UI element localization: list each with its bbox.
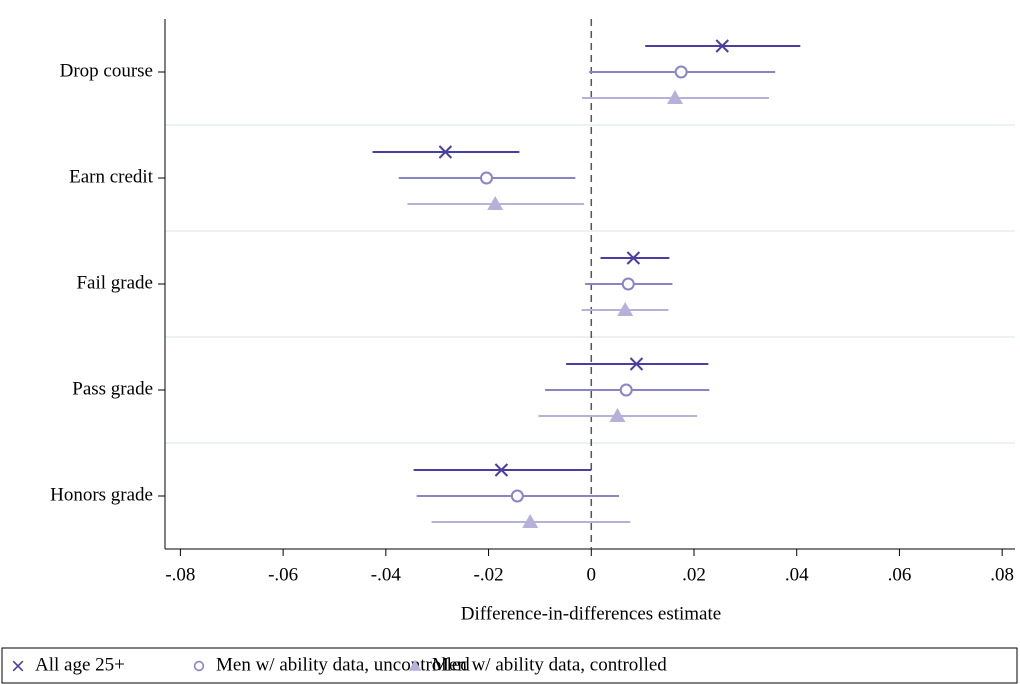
marker — [438, 145, 453, 159]
x-tick-label: -.02 — [474, 564, 504, 585]
x-tick-label: 0 — [587, 564, 597, 585]
legend-item: Men w/ ability data, controlled — [408, 654, 667, 675]
marker — [674, 65, 688, 79]
legend-label: Men w/ ability data, uncontrolled — [216, 654, 470, 675]
y-tick-label: Pass grade — [72, 378, 153, 399]
marker — [715, 39, 729, 53]
x-tick-label: -.06 — [268, 564, 298, 585]
x-tick-label: .04 — [785, 564, 809, 585]
marker — [522, 514, 539, 528]
legend-item: Men w/ ability data, uncontrolled — [193, 654, 470, 675]
legend-box — [1, 647, 1018, 684]
marker — [667, 90, 683, 104]
y-tick-label: Fail grade — [76, 272, 153, 293]
marker — [12, 660, 24, 672]
x-tick-label: -.04 — [371, 564, 402, 585]
marker — [408, 659, 422, 671]
marker — [494, 463, 509, 477]
marker — [617, 302, 634, 316]
marker — [629, 357, 644, 371]
x-axis-label: Difference-in-differences estimate — [461, 603, 721, 624]
y-tick-label: Drop course — [60, 60, 153, 81]
x-tick-label: -.08 — [165, 564, 195, 585]
legend-item: All age 25+ — [12, 654, 125, 675]
marker — [487, 196, 504, 210]
marker — [626, 251, 641, 265]
x-tick-label: .02 — [682, 564, 706, 585]
y-tick-label: Earn credit — [69, 166, 154, 187]
x-tick-label: .06 — [888, 564, 912, 585]
y-tick-label: Honors grade — [50, 484, 153, 505]
marker — [480, 171, 494, 185]
marker — [193, 660, 205, 672]
legend-label: All age 25+ — [35, 654, 125, 675]
marker — [621, 277, 635, 291]
marker — [619, 383, 633, 397]
x-tick-label: .08 — [990, 564, 1014, 585]
marker — [510, 489, 524, 503]
legend-label: Men w/ ability data, controlled — [432, 654, 667, 675]
marker — [609, 408, 626, 422]
